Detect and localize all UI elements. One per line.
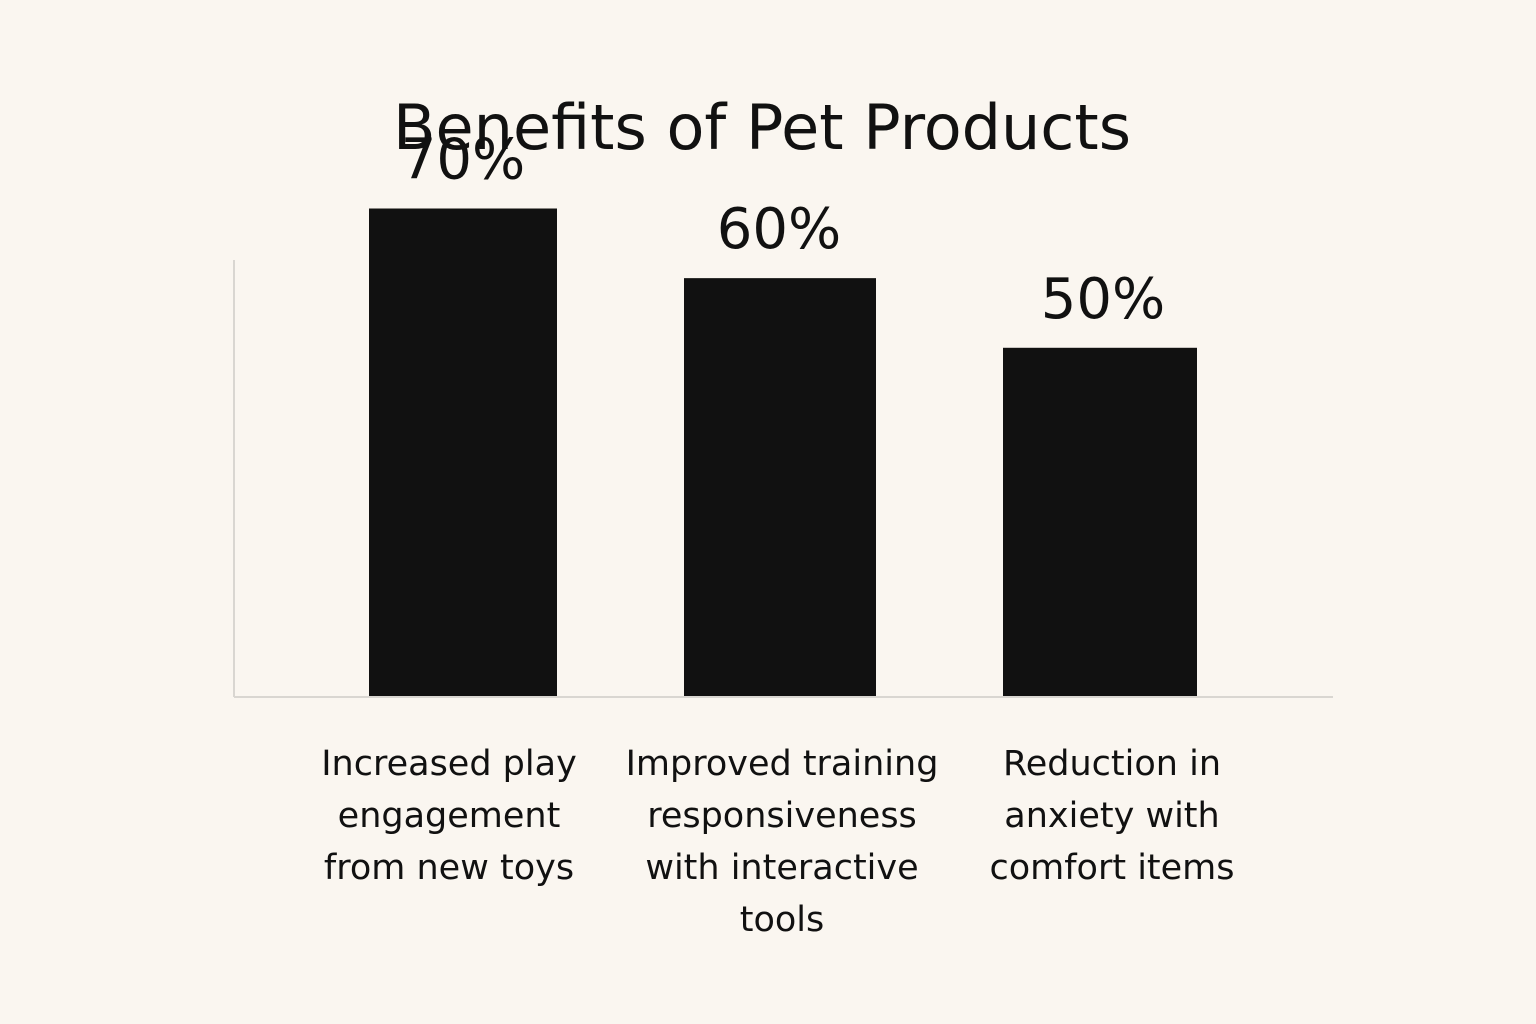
category-label-3: Reduction in anxiety with comfort items [989, 744, 1234, 888]
category-label-2: Improved training responsiveness with inte… [626, 744, 939, 940]
category-label-line: Increased play [321, 744, 577, 784]
bar-2 [684, 278, 876, 696]
value-label-3: 50% [1041, 267, 1165, 332]
value-label-1: 70% [401, 128, 525, 193]
category-label-line: from new toys [324, 848, 574, 888]
bar-3 [1003, 347, 1197, 696]
category-label-1: Increased play engagement from new toys [321, 744, 577, 888]
category-label-line: tools [740, 900, 825, 940]
category-label-line: engagement [338, 796, 561, 836]
category-label-line: Reduction in [1003, 744, 1221, 784]
chart-title: Benefits of Pet Products [393, 91, 1131, 164]
category-label-line: Improved training [626, 744, 939, 784]
value-label-2: 60% [717, 197, 841, 262]
category-label-line: comfort items [989, 848, 1234, 888]
bars-group [369, 208, 1197, 696]
category-label-line: with interactive [645, 848, 918, 888]
category-label-line: responsiveness [647, 796, 917, 836]
category-labels-group: Increased play engagement from new toys Imp… [321, 744, 1234, 940]
bar-1 [369, 208, 557, 696]
value-labels-group: 70% 60% 50% [401, 128, 1165, 332]
category-label-line: anxiety with [1004, 796, 1219, 836]
